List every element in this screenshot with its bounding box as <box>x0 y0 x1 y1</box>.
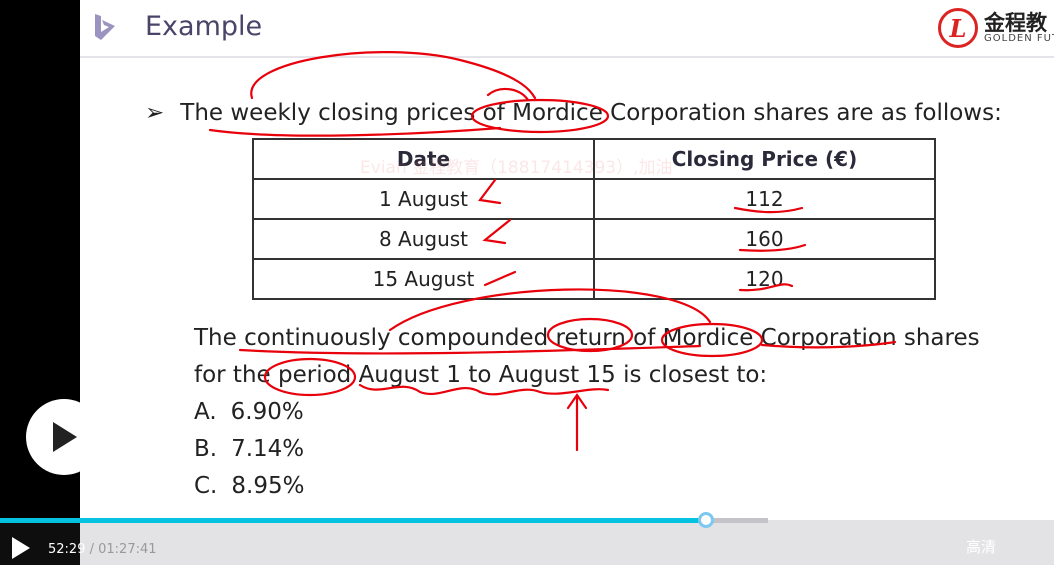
bullet-text: The weekly closing prices of Mordice Cor… <box>180 100 1002 126</box>
play-icon <box>53 422 77 452</box>
question-line: The continuously compounded return of Mo… <box>194 325 980 351</box>
bullet-point: ➢ The weekly closing prices of Mordice Co… <box>145 100 1002 126</box>
slide: Example L 金程教 GOLDEN FUT ➢ The weekly clos… <box>80 0 1054 520</box>
table-row: 15 August 120 <box>252 258 936 300</box>
cell-price: 120 <box>593 258 936 300</box>
big-play-button[interactable] <box>26 399 102 475</box>
bing-logo-icon <box>95 14 115 40</box>
table-header-row: Date Closing Price (€) <box>252 138 936 180</box>
option-c: C. 8.95% <box>194 473 305 499</box>
watermark: Evian 金程教育（18817414393）,加油 <box>360 158 673 178</box>
question-line: for the period August 1 to August 15 is … <box>194 362 768 388</box>
cell-date: 15 August <box>252 258 595 300</box>
table-row: 8 August 160 <box>252 218 936 260</box>
slide-header: Example L 金程教 GOLDEN FUT <box>80 0 1054 58</box>
option-a: A. 6.90% <box>194 399 304 425</box>
arrow-bullet-icon: ➢ <box>145 100 165 126</box>
price-table: Date Closing Price (€) 1 August 112 8 Augu… <box>252 138 936 300</box>
cell-price: 160 <box>593 218 936 260</box>
time-display: 52:29 / 01:27:41 <box>48 542 157 557</box>
col-header-price: Closing Price (€) <box>593 138 936 180</box>
progress-bar[interactable] <box>0 512 768 528</box>
player-controls <box>0 520 1054 565</box>
progress-played <box>0 518 706 523</box>
brand-logo: L 金程教 GOLDEN FUT <box>938 8 1054 48</box>
quality-button[interactable]: 高清 <box>966 538 997 556</box>
cell-date: 8 August <box>252 218 595 260</box>
brand-name-cn: 金程教 <box>984 10 1047 35</box>
brand-name-en: GOLDEN FUT <box>984 32 1054 44</box>
brand-seal-icon: L <box>938 8 978 48</box>
question: The continuously compounded return of Mo… <box>194 320 994 505</box>
table-row: 1 August 112 <box>252 178 936 220</box>
slide-title: Example <box>145 11 263 42</box>
col-header-date: Date <box>252 138 595 180</box>
cell-price: 112 <box>593 178 936 220</box>
cell-date: 1 August <box>252 178 595 220</box>
option-b: B. 7.14% <box>194 436 305 462</box>
play-icon[interactable] <box>12 537 30 559</box>
progress-handle[interactable] <box>697 512 714 528</box>
